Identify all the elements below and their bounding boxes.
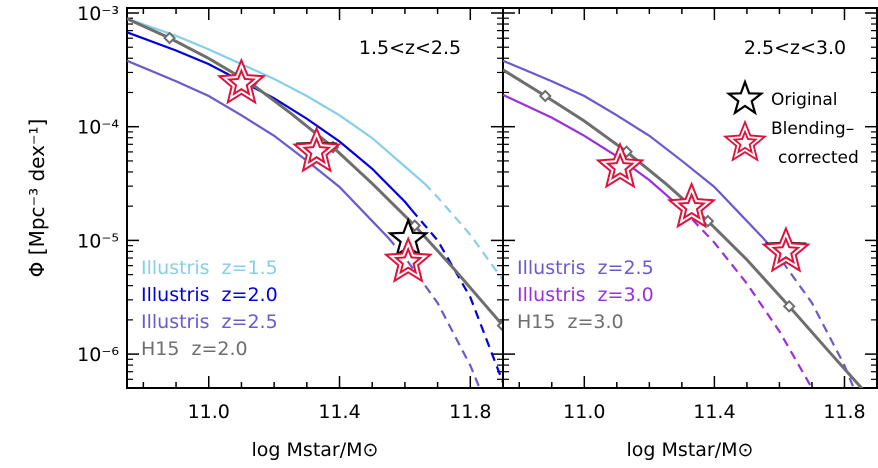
diamond-marker [782,299,796,313]
y-tick-label: 10⁻³ [77,3,119,25]
x-axis-label: log Mstar/M⊙ [252,439,379,461]
legend-z: z=3.0 [567,311,623,333]
legend-label: Illustris [141,257,210,279]
panel-label: 1.5<z<2.5 [359,37,461,59]
legend-z: z=3.0 [598,284,654,306]
star-blending-inner [388,241,428,279]
series-line-solid [127,31,413,211]
legend-corrected-label: corrected [778,148,859,168]
legend-label: H15 [141,338,179,360]
legend-z: z=2.0 [222,284,278,306]
series-line-dashed [423,182,503,281]
series-group [127,17,503,388]
y-tick-label: 10⁻⁴ [77,117,119,139]
x-tick-label: 11.4 [693,401,735,423]
panel-left: 11.0 11.4 11.8 log Mstar/M⊙ 10⁻³ 10⁻⁴ 10⁻⁵ 10⁻⁶… [77,3,504,461]
legend-entry: Illustris z=3.0 [517,284,654,306]
panel-right: 11.0 11.4 11.8 log Mstar/M⊙ 2.5<z<3.0 Illustr… [502,7,878,461]
series-line-dashed [410,208,503,383]
x-tick-label: 11.8 [449,401,491,423]
star-blending-inner [221,62,262,101]
series-line-solid [503,59,764,239]
x-tick-label: 11.4 [318,401,360,423]
legend-z: z=2.5 [222,311,278,333]
legend-z: z=2.5 [598,257,654,279]
legend-original-label: Original [771,90,838,110]
series-line-solid [127,59,390,239]
x-axis-label: log Mstar/M⊙ [627,439,754,461]
legend-blending-label: Blending– [771,119,854,139]
star-blending-inner [600,146,640,185]
x-tick-label: 11.0 [188,401,230,423]
legend-z: z=1.5 [222,257,278,279]
legend-label: Illustris [141,311,210,333]
y-axis-label: Φ [Mpc⁻³ dex⁻¹] [25,119,49,278]
series-line-h15 [127,17,503,327]
legend-label: H15 [517,311,555,333]
diamond-marker [163,31,176,45]
star-blending-inner [671,186,712,225]
y-tick-label: 10⁻⁵ [77,230,119,252]
legend-label: Illustris [141,284,210,306]
legend-star-blending-inner [727,124,763,158]
legend-entry: Illustris z=2.5 [141,311,278,333]
legend-label: Illustris [517,257,586,279]
series-line-solid [127,17,426,185]
star-blending-inner [296,131,337,169]
y-tick-label: 10⁻⁶ [77,344,119,366]
panel-label: 2.5<z<3.0 [744,37,846,59]
diamond-marker [538,89,552,103]
legend-entry: H15 z=2.0 [141,338,248,360]
x-tick-label: 11.0 [563,401,605,423]
diamond-marker [872,400,878,410]
series-line-dashed [681,207,814,388]
legend-star-original [725,78,765,116]
legend-z: z=2.0 [191,338,247,360]
legend-entry: Illustris z=2.5 [517,257,654,279]
legend-label: Illustris [517,284,586,306]
series-group [503,59,878,410]
plot-frame [502,7,878,389]
legend-entry: H15 z=3.0 [517,311,624,333]
legend-entry: Illustris z=1.5 [141,257,278,279]
x-tick-label: 11.8 [823,401,865,423]
series-line-solid [503,93,683,210]
star-blending-inner [766,231,806,269]
diamond-marker [496,319,503,333]
legend-entry: Illustris z=2.0 [141,284,278,306]
